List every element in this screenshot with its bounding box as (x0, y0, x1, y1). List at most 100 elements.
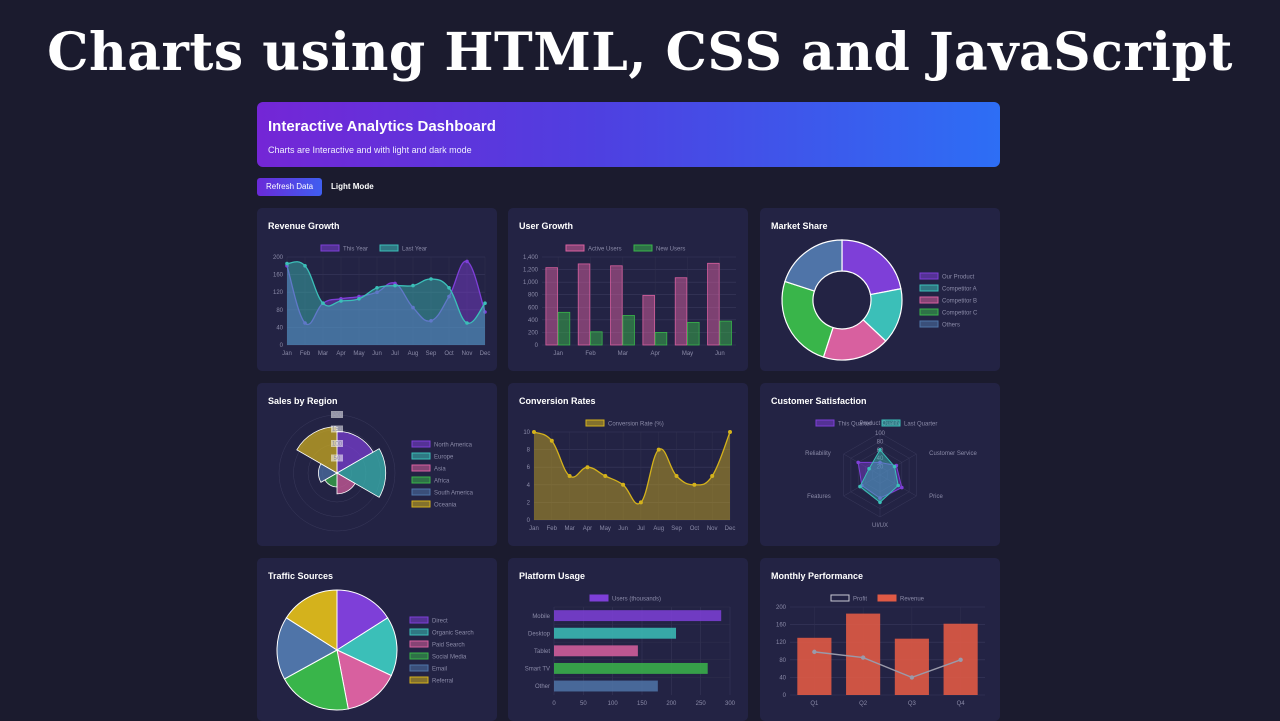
legend-last-year-swatch[interactable] (379, 244, 399, 252)
bar-active-users[interactable] (642, 294, 655, 346)
data-point[interactable] (674, 474, 679, 478)
slice-competitor-c[interactable] (781, 280, 834, 358)
data-point[interactable] (892, 464, 897, 469)
revenue-growth-chart[interactable]: 0 40 80 120 160 200 Jan Feb Mar Apr May Jun Jul Aug Se… (257, 208, 497, 371)
legend-competitor-a-swatch[interactable] (919, 284, 939, 292)
bar-new-users[interactable] (622, 315, 635, 346)
slice-our-product[interactable] (841, 239, 902, 296)
bar-revenue[interactable] (894, 638, 929, 695)
legend-others-swatch[interactable] (919, 320, 939, 328)
legend-oceania-swatch[interactable] (411, 500, 431, 508)
legend-our-product-swatch[interactable] (919, 272, 939, 280)
slice-others[interactable] (784, 239, 843, 292)
legend-social-media-swatch[interactable] (409, 652, 429, 660)
conversion-rates-chart[interactable]: 0 2 4 6 8 10 Jan Feb Mar Apr May Jun Jul Aug Sep Oct Nov… (508, 383, 748, 546)
data-point[interactable] (411, 305, 415, 310)
data-point[interactable] (656, 447, 661, 452)
legend-users-thousands-swatch[interactable] (589, 594, 609, 602)
data-point[interactable] (900, 485, 904, 490)
data-point[interactable] (812, 649, 817, 655)
bar-active-users[interactable] (707, 262, 720, 346)
bar-active-users[interactable] (577, 263, 591, 346)
data-point[interactable] (621, 482, 626, 487)
data-point[interactable] (465, 259, 469, 264)
data-point[interactable] (603, 474, 608, 478)
data-point[interactable] (285, 261, 289, 266)
bar-new-users[interactable] (719, 320, 732, 346)
data-point[interactable] (429, 277, 433, 281)
data-point[interactable] (878, 460, 882, 465)
bar-tablet[interactable] (554, 645, 638, 657)
series-line-last-year[interactable] (286, 261, 486, 324)
legend-organic-search-swatch[interactable] (409, 628, 429, 636)
data-point[interactable] (878, 500, 882, 505)
bar-new-users[interactable] (557, 311, 571, 346)
data-point[interactable] (411, 283, 415, 288)
legend-this-year-swatch[interactable] (320, 244, 340, 252)
data-point[interactable] (339, 299, 343, 303)
legend-conversion-rate-swatch[interactable] (585, 419, 605, 427)
traffic-sources-chart[interactable]: Direct Organic Search Paid Search Social Me… (257, 558, 497, 721)
slice-social-media[interactable] (283, 649, 349, 711)
segment-oceania[interactable] (296, 426, 338, 474)
legend-europe-swatch[interactable] (411, 452, 431, 460)
legend-competitor-c-swatch[interactable] (919, 308, 939, 316)
data-point[interactable] (728, 430, 732, 434)
slice-organic-search[interactable] (335, 617, 398, 677)
slice-direct[interactable] (336, 589, 389, 651)
data-point[interactable] (447, 294, 451, 299)
data-point[interactable] (303, 264, 307, 268)
data-point[interactable] (858, 484, 862, 489)
legend-profit-swatch[interactable] (830, 594, 850, 602)
legend-last-quarter-swatch[interactable] (881, 419, 901, 427)
bar-new-users[interactable] (590, 331, 603, 346)
light-mode-button[interactable]: Light Mode (322, 178, 383, 196)
market-share-chart[interactable]: Our Product Competitor A Competitor B Compe… (760, 208, 1000, 371)
data-point[interactable] (375, 286, 379, 290)
data-point[interactable] (483, 310, 487, 314)
sales-by-region-chart[interactable]: 50 100 150 200 North America Europe Asia Africa… (257, 383, 497, 546)
data-point[interactable] (357, 297, 361, 301)
legend-direct-swatch[interactable] (409, 616, 429, 624)
data-point[interactable] (585, 465, 590, 470)
segment-europe[interactable] (336, 448, 387, 498)
bar-mobile[interactable] (554, 610, 722, 622)
legend-new-users-swatch[interactable] (633, 244, 653, 252)
legend-north-america-swatch[interactable] (411, 440, 431, 448)
data-point[interactable] (429, 319, 433, 323)
data-point[interactable] (303, 321, 307, 325)
legend-active-users-swatch[interactable] (565, 244, 585, 252)
data-point[interactable] (878, 496, 882, 500)
bar-other[interactable] (554, 680, 658, 692)
legend-africa-swatch[interactable] (411, 476, 431, 484)
legend-revenue-swatch[interactable] (877, 594, 897, 602)
slice-paid-search[interactable] (336, 649, 392, 710)
data-point[interactable] (375, 290, 379, 294)
legend-competitor-b-swatch[interactable] (919, 296, 939, 304)
data-point[interactable] (638, 500, 643, 505)
data-point[interactable] (867, 466, 871, 471)
data-point[interactable] (483, 301, 487, 305)
bar-active-users[interactable] (545, 267, 558, 346)
data-point[interactable] (860, 655, 866, 660)
slice-referral[interactable] (285, 589, 338, 651)
data-point[interactable] (567, 474, 572, 478)
legend-south-america-swatch[interactable] (411, 488, 431, 496)
bar-smart-tv[interactable] (554, 662, 708, 674)
data-point[interactable] (465, 321, 469, 325)
data-point[interactable] (958, 657, 963, 662)
data-point[interactable] (896, 483, 900, 488)
bar-desktop[interactable] (554, 627, 677, 639)
radar-series-last-quarter[interactable] (859, 448, 899, 503)
bar-revenue[interactable] (797, 637, 832, 695)
refresh-data-button[interactable]: Refresh Data (257, 178, 323, 196)
bar-new-users[interactable] (654, 332, 668, 346)
user-growth-chart[interactable]: 0 200 400 600 800 1,000 1,200 1,400 Jan Feb Mar Apr… (508, 208, 748, 371)
legend-email-swatch[interactable] (409, 664, 429, 672)
legend-referral-swatch[interactable] (409, 676, 429, 684)
data-point[interactable] (909, 675, 915, 680)
monthly-performance-chart[interactable]: 0 40 80 120 160 200 Q1 Q2 Q3 Q4 Profit Revenue (760, 558, 1000, 721)
legend-paid-search-swatch[interactable] (409, 640, 429, 648)
segment-asia[interactable] (336, 472, 356, 495)
